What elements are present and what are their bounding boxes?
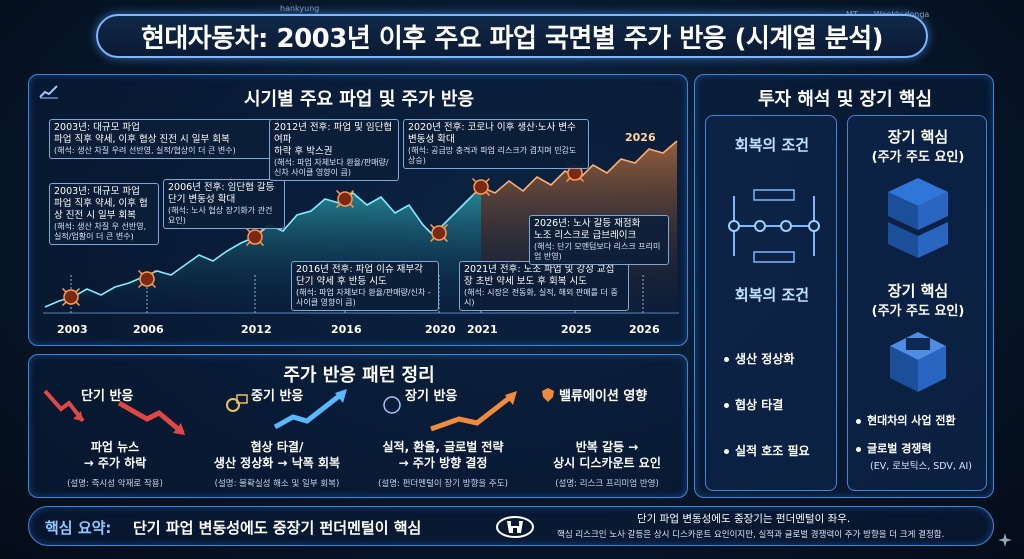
shield-icon [542,388,554,402]
recovery-box: 회복의 조건 회복의 조건 생산 정상화 협상 타결 실적 호조 필요 [705,115,837,491]
year-label-2016: 2016 [331,323,362,336]
recovery-item-3: 실적 호조 필요 [724,442,810,459]
note-2021: 2021년 전후: 노조 파업 및 강성 교섭 장 초반 약세 보도 후 회복 … [459,261,629,311]
pattern-panel: 주가 반응 패턴 정리 단기 반응 파업 뉴스 → 주가 하락 (설명: 즉시성… [28,354,688,498]
long-sub-2: (주가 주도 요인) [871,304,965,319]
invest-title: 투자 해석 및 장기 핵심 [757,89,933,110]
pattern-mid: 중기 반응 협상 타결/ 생산 정상화 → 낙폭 회복 (설명: 불확실성 해소… [199,385,355,495]
top-year-label: 2026 [625,131,656,144]
note-2003-lower: 2003년: 대규모 파업 파업 직후 약세, 이후 협상 진전 시 일부 회복… [49,183,159,245]
strike-marker [429,223,449,243]
pattern-mid-label: 중기 반응 [251,389,304,404]
chart-icon [39,83,59,99]
summary-right-1: 단기 파업 변동성에도 중장기는 펀더멘털이 좌우. [637,513,851,525]
summary-label: 핵심 요약: [45,519,112,537]
pattern-long-body: 실적, 환율, 글로벌 전략 → 주가 방향 결정 [382,440,504,470]
strike-marker [471,177,491,197]
server-stack-icon [888,178,948,258]
long-sub: (주가 주도 요인) [871,150,965,165]
year-label-2020: 2020 [425,323,456,336]
process-diagram-icon [728,189,820,263]
long-item-2: 글로벌 경쟁력 [856,440,932,456]
summary-right-2: 핵심 리스크인 노사 갈등은 상시 디스카운트 요인이지만, 실적과 글로벌 경… [557,530,945,540]
recovery-item-2: 협상 타결 [724,396,783,413]
strike-marker [245,227,265,247]
pattern-valuation-desc: (설명: 리스크 프리미엄 반영) [555,479,659,489]
pattern-valuation-label: 밸류에이션 영향 [559,389,648,404]
strike-marker [61,287,81,307]
pattern-short-desc: (설명: 즉시성 악재로 작용) [67,479,163,489]
note-2012: 2012년 전후: 파업 및 임단협 여파 하락 후 박스권 (해석: 파업 자… [269,119,399,181]
pattern-mid-body: 협상 타결/ 생산 정상화 → 낙폭 회복 [213,440,341,470]
strike-marker [335,189,355,209]
pattern-valuation-body: 반복 갈등 → 상시 디스카운트 요인 [553,440,661,470]
rising-arrow-icon [273,389,347,430]
money-icon [226,394,248,412]
recovery-item-1: 생산 정상화 [724,350,794,367]
timeline-panel: 시기별 주요 파업 및 주가 반응 2026 2003년: 대규모 파업 파업 … [28,74,688,346]
year-label-2003: 2003 [57,323,88,336]
note-2003-top: 2003년: 대규모 파업 파업 직후 약세, 이후 협상 진전 시 일부 회복… [49,119,289,159]
hyundai-logo-icon [496,516,534,538]
recovery-head: 회복의 조건 [734,136,810,154]
summary-bar: 핵심 요약: 단기 파업 변동성에도 중장기 펀더멘털이 핵심 단기 파업 변동… [28,506,994,546]
note-2016: 2016년 전후: 파업 이슈 재부각 단기 약세 후 반등 시도 (해석: 파… [291,261,439,311]
note-2020: 2020년 전후: 코로나 이후 생산·노사 변수 변동성 확대 (해석: 공급… [403,119,589,169]
pattern-mid-desc: (설명: 불확실성 해소 및 일부 회복) [214,479,340,489]
year-label-2021: 2021 [467,323,498,336]
note-2026: 2026년: 노사 갈등 재점화 노조 리스크로 급브레이크 (해석: 단기 모… [529,215,669,265]
pattern-long-desc: (설명: 펀더멘털이 장기 방향을 주도) [378,479,508,489]
sparkle-icon [998,532,1012,547]
strike-marker [137,269,157,289]
year-label-2006: 2006 [133,323,164,336]
long-term-box: 장기 핵심 (주가 주도 요인) 장기 핵심 (주가 주도 요인) 현대차의 사… [847,115,987,491]
long-head-2: 장기 핵심 [887,282,949,300]
summary-text: 단기 파업 변동성에도 중장기 펀더멘털이 핵심 [133,519,422,537]
chip-icon [890,332,946,392]
year-label-2012: 2012 [241,323,272,336]
long-item-2-sub: (EV, 로보틱스, SDV, AI) [870,461,972,472]
pattern-long-label: 장기 반응 [405,389,458,404]
rising-arrow-orange-icon [430,391,517,432]
falling-arrow-icon [117,400,185,435]
pattern-title: 주가 반응 패턴 정리 [283,365,435,386]
watermark-hankyung: hankyung [280,4,320,13]
recovery-head-2: 회복의 조건 [734,286,810,304]
year-label-2025: 2025 [561,323,592,336]
timeline-title: 시기별 주요 파업 및 주가 반응 [243,89,475,110]
pattern-short-label: 단기 반응 [81,389,134,404]
page-title: 현대자동차: 2003년 이후 주요 파업 국면별 주가 반응 (시계열 분석) [140,23,884,54]
ev-icon [383,396,401,414]
year-label-2026: 2026 [629,323,660,336]
pattern-long: 장기 반응 실적, 환율, 글로벌 전략 → 주가 방향 결정 (설명: 펀더멘… [363,385,523,495]
note-2006: 2006년 전후: 임단협 갈등 단기 변동성 확대 (해석: 노사 협상 장기… [163,179,285,229]
title-banner: 현대자동차: 2003년 이후 주요 파업 국면별 주가 반응 (시계열 분석) [96,14,928,58]
long-item-1: 현대차의 사업 전환 [856,412,956,428]
pattern-valuation: 밸류에이션 영향 반복 갈등 → 상시 디스카운트 요인 (설명: 리스크 프리… [529,385,685,495]
down-arrow-icon [43,389,85,423]
pattern-short-body: 파업 뉴스 → 주가 하락 [83,440,147,470]
invest-panel: 투자 해석 및 장기 핵심 회복의 조건 회복의 조건 생산 정상화 협상 타결… [694,74,994,498]
pattern-short: 단기 반응 파업 뉴스 → 주가 하락 (설명: 즉시성 악재로 작용) [37,385,193,495]
long-head: 장기 핵심 [887,128,949,146]
